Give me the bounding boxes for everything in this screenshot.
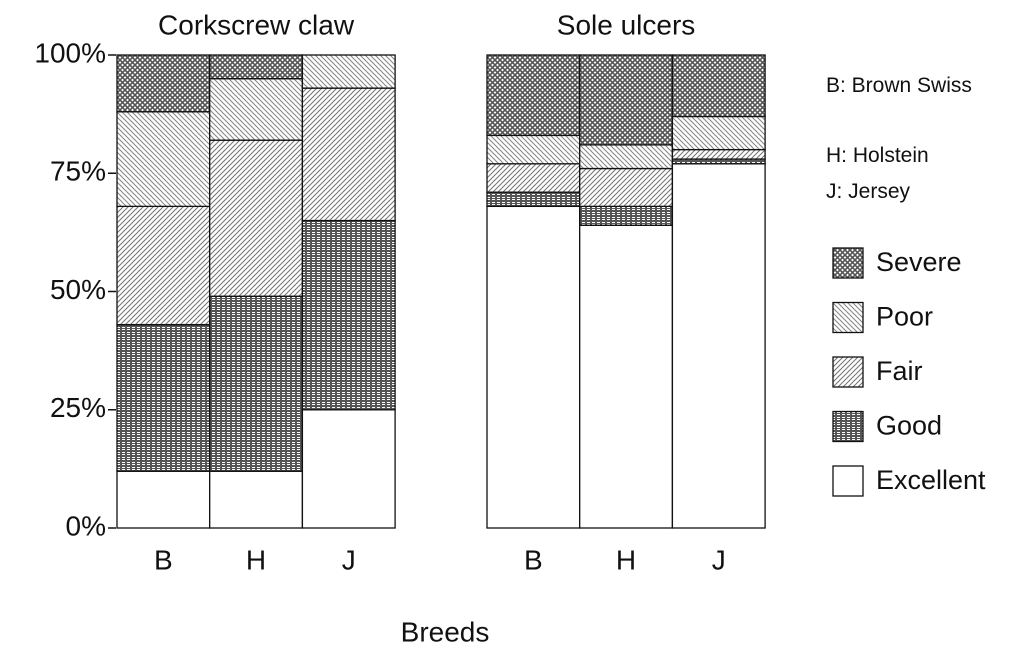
x-tick-label: B	[154, 544, 173, 575]
bar-segment	[671, 115, 766, 151]
x-axis-label: Breeds	[401, 616, 490, 647]
bar-segment	[209, 295, 304, 472]
legend-swatch	[832, 301, 864, 334]
legend-swatch	[832, 410, 864, 443]
bar-segment	[486, 163, 581, 193]
chart-title: Sole ulcers	[557, 9, 696, 40]
y-tick-label: 50%	[50, 274, 106, 305]
y-tick-label: 100%	[34, 37, 106, 68]
bar-segment	[671, 158, 766, 165]
y-tick-label: 0%	[66, 510, 106, 541]
legend-swatch	[832, 247, 864, 279]
legend-label: Fair	[876, 356, 923, 386]
legend-label: Good	[876, 411, 942, 441]
bar-segment	[671, 148, 766, 160]
breed-key: J: Jersey	[826, 180, 911, 203]
y-tick-label: 25%	[50, 392, 106, 423]
bar-segment	[579, 144, 674, 170]
bar-segment	[486, 191, 581, 208]
bar-segment	[486, 134, 581, 165]
bar-segment	[579, 205, 674, 226]
bar-segment	[116, 323, 211, 472]
bar-segment	[486, 205, 581, 529]
breed-key: H: Holstein	[826, 144, 929, 167]
legend-swatch	[832, 465, 864, 497]
bar-segment	[301, 219, 396, 411]
bar-segment	[209, 78, 304, 141]
bar-segment	[301, 54, 396, 89]
y-tick-label: 75%	[50, 156, 106, 187]
legend-label: Poor	[876, 302, 933, 332]
bar-segment	[116, 470, 211, 529]
bar-segment	[301, 87, 396, 222]
breed-key: B: Brown Swiss	[826, 74, 972, 97]
bar-segment	[486, 54, 581, 137]
x-tick-label: B	[524, 544, 543, 575]
x-tick-label: J	[712, 544, 726, 575]
bar-segment	[579, 167, 674, 208]
bar-segment	[209, 54, 304, 80]
bar-segment	[116, 111, 211, 208]
bar-segment	[579, 224, 674, 529]
bar-segment	[209, 139, 304, 297]
bar-segment	[116, 205, 211, 326]
bar-segment	[301, 409, 396, 529]
bar-segment	[209, 470, 304, 529]
x-tick-label: H	[246, 544, 266, 575]
legend-swatch	[832, 356, 864, 388]
x-tick-label: J	[342, 544, 356, 575]
chart-title: Corkscrew claw	[158, 9, 355, 40]
x-tick-label: H	[616, 544, 636, 575]
legend-label: Excellent	[876, 465, 986, 495]
bar-segment	[579, 54, 674, 146]
legend-label: Severe	[876, 247, 962, 277]
bar-segment	[671, 54, 766, 118]
bar-segment	[671, 163, 766, 529]
bar-segment	[116, 54, 211, 113]
